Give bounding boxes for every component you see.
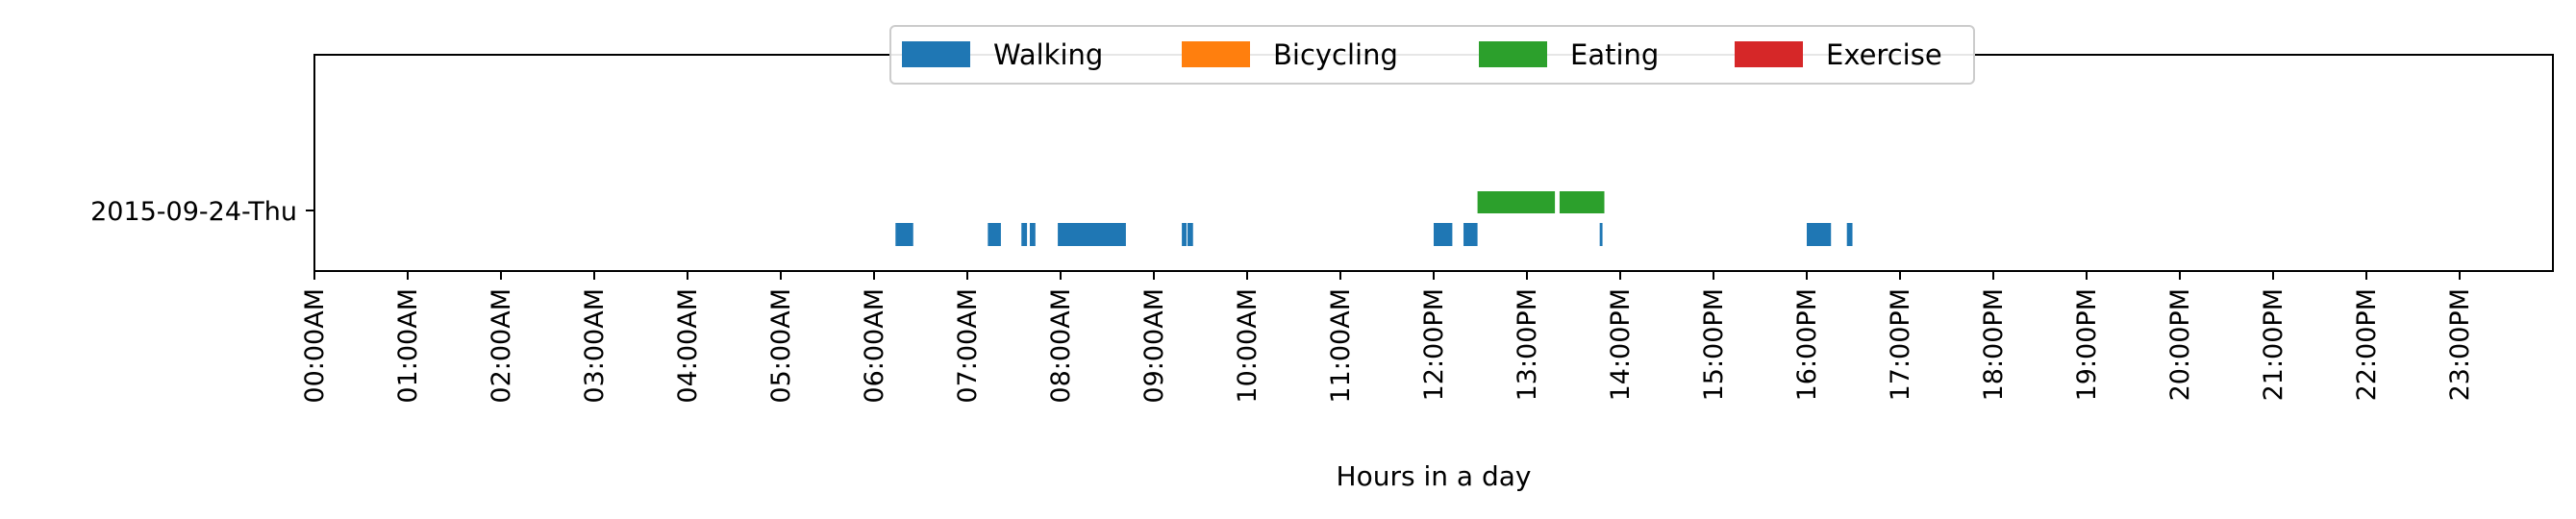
x-tick-label-2: 02:00AM (487, 288, 516, 404)
walking-bar-9 (1463, 223, 1478, 246)
legend-label-walking: Walking (993, 38, 1103, 71)
x-tick-label-4: 04:00AM (673, 288, 703, 404)
x-tick-label-22: 22:00PM (2352, 288, 2382, 401)
legend-label-bicycling: Bicycling (1273, 38, 1398, 71)
x-tick-label-1: 01:00AM (393, 288, 423, 404)
legend-swatch-exercise (1735, 41, 1803, 67)
x-tick-label-5: 05:00AM (766, 288, 796, 404)
x-tick-label-14: 14:00PM (1606, 288, 1636, 401)
legend-label-eating: Eating (1570, 38, 1659, 71)
x-tick-label-3: 03:00AM (580, 288, 610, 404)
walking-bar-1 (895, 223, 913, 246)
walking-bar-3 (1021, 223, 1028, 246)
legend: Walking Bicycling Eating Exercise (889, 25, 1975, 85)
x-tick-label-16: 16:00PM (1792, 288, 1822, 401)
x-tick-label-0: 00:00AM (300, 288, 330, 404)
eating-bar-1 (1477, 191, 1556, 213)
x-tick-label-19: 19:00PM (2072, 288, 2102, 401)
walking-bar-11 (1807, 223, 1832, 246)
legend-box (889, 25, 1975, 85)
x-tick-label-20: 20:00PM (2165, 288, 2195, 401)
legend-swatch-walking (902, 41, 970, 67)
walking-bar-2 (988, 223, 1001, 246)
x-tick-label-17: 17:00PM (1886, 288, 1915, 401)
legend-label-exercise: Exercise (1826, 38, 1942, 71)
x-axis: 00:00AM 01:00AM 02:00AM 03:00AM 04:00AM 05:00… (300, 271, 2475, 404)
x-tick-label-8: 08:00AM (1046, 288, 1076, 404)
walking-bar-7 (1187, 223, 1193, 246)
x-axis-label: Hours in a day (1337, 460, 1532, 492)
y-axis: 2015-09-24-Thu (90, 197, 314, 227)
x-tick-label-18: 18:00PM (1979, 288, 2009, 401)
x-tick-label-23: 23:00PM (2445, 288, 2475, 401)
x-tick-label-6: 06:00AM (860, 288, 889, 404)
x-tick-label-13: 13:00PM (1513, 288, 1542, 401)
x-tick-label-12: 12:00PM (1419, 288, 1449, 401)
walking-bar-10 (1599, 223, 1603, 246)
legend-swatch-eating (1479, 41, 1547, 67)
x-tick-label-10: 10:00AM (1233, 288, 1263, 404)
walking-bar-5 (1058, 223, 1126, 246)
x-tick-label-7: 07:00AM (953, 288, 983, 404)
y-tick-label-1: 2015-09-24-Thu (90, 197, 297, 227)
x-tick-label-9: 09:00AM (1139, 288, 1169, 404)
activity-bars (895, 191, 1853, 246)
x-tick-label-15: 15:00PM (1699, 288, 1729, 401)
walking-bar-6 (1182, 223, 1187, 246)
x-tick-label-21: 21:00PM (2259, 288, 2288, 401)
walking-bar-8 (1434, 223, 1453, 246)
walking-bar-4 (1029, 223, 1036, 246)
eating-bar-2 (1559, 191, 1605, 213)
legend-swatch-bicycling (1182, 41, 1250, 67)
x-tick-label-11: 11:00AM (1326, 288, 1356, 404)
walking-bar-12 (1846, 223, 1853, 246)
